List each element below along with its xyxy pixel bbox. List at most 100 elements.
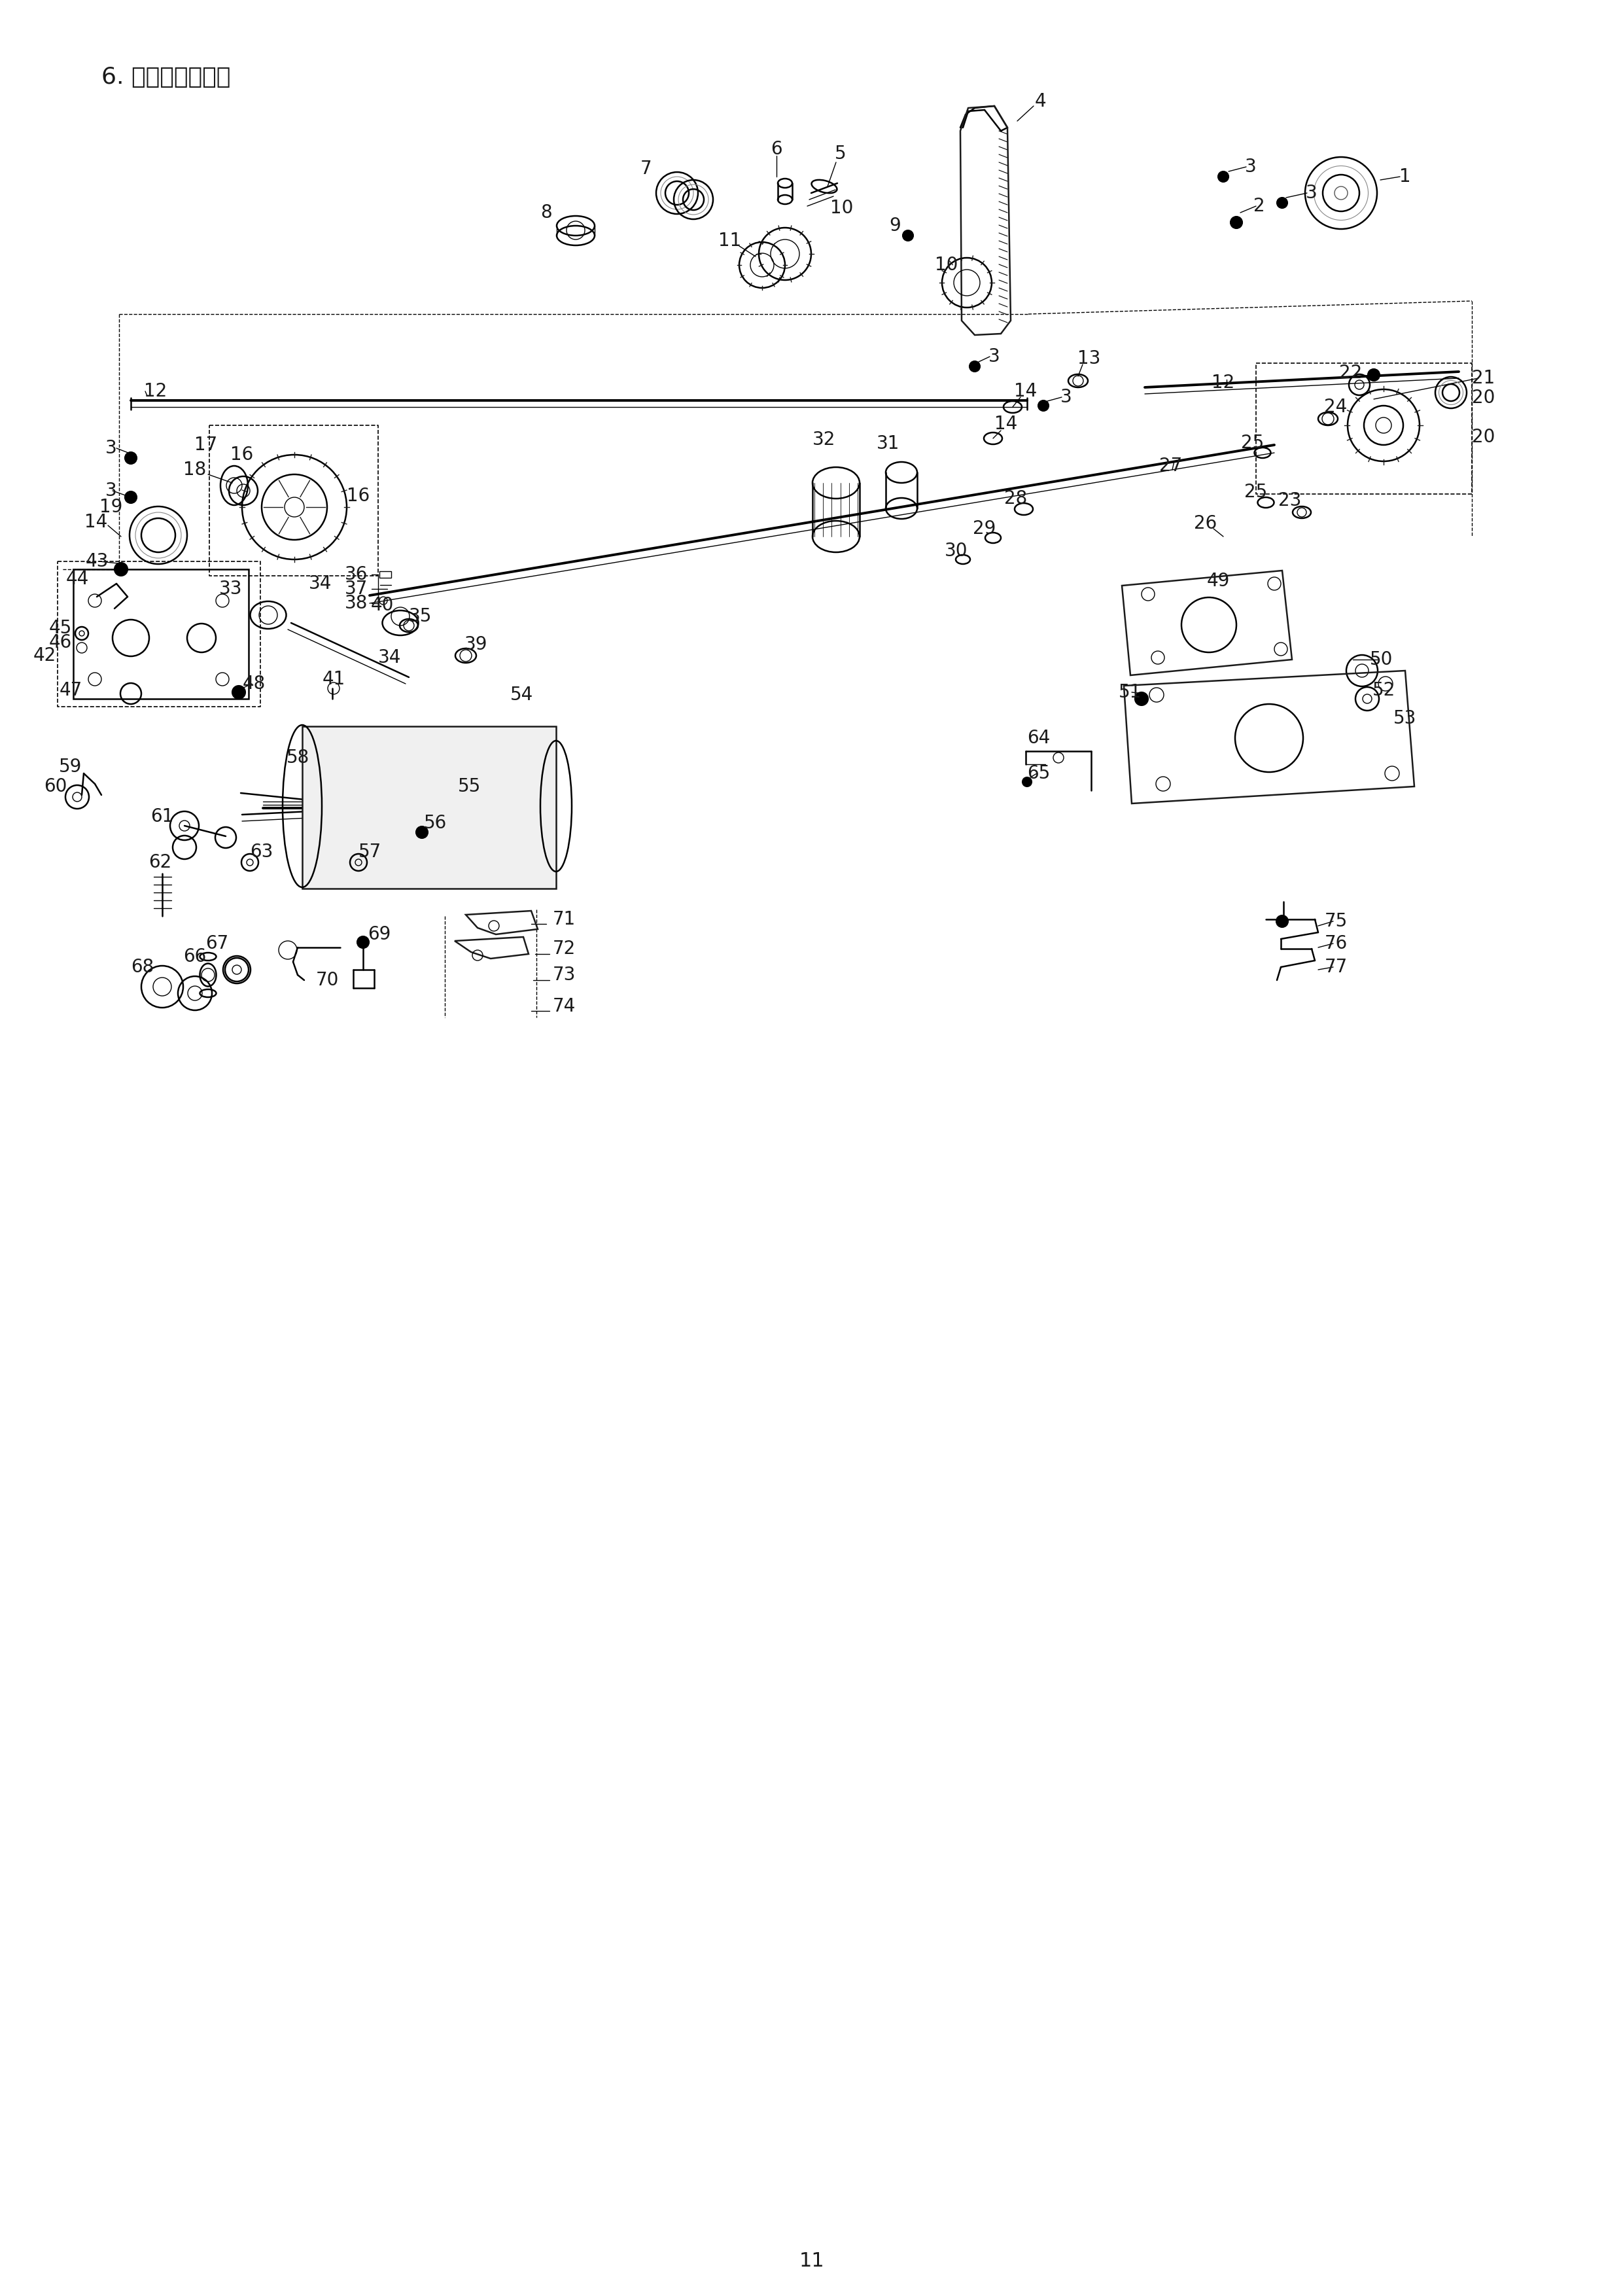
Text: 77: 77 bbox=[1324, 957, 1347, 976]
Circle shape bbox=[1039, 400, 1048, 411]
Circle shape bbox=[1230, 216, 1242, 227]
Text: 16: 16 bbox=[230, 445, 253, 464]
Text: 53: 53 bbox=[1394, 709, 1417, 728]
Text: 61: 61 bbox=[151, 808, 174, 827]
Text: 13: 13 bbox=[1078, 349, 1100, 367]
Circle shape bbox=[232, 687, 245, 698]
Text: 66: 66 bbox=[183, 948, 206, 967]
Circle shape bbox=[1219, 172, 1229, 181]
Text: 56: 56 bbox=[424, 815, 446, 831]
Text: 8: 8 bbox=[540, 204, 552, 223]
Text: 50: 50 bbox=[1370, 650, 1393, 668]
Text: 41: 41 bbox=[321, 670, 346, 689]
Text: 35: 35 bbox=[409, 606, 432, 625]
Text: 69: 69 bbox=[368, 925, 391, 944]
Text: 51: 51 bbox=[1118, 684, 1143, 703]
Circle shape bbox=[415, 827, 428, 838]
Text: 32: 32 bbox=[813, 432, 836, 448]
Text: 3: 3 bbox=[988, 347, 1000, 365]
Text: 2: 2 bbox=[1253, 197, 1264, 216]
Text: 46: 46 bbox=[49, 634, 71, 652]
Circle shape bbox=[1022, 778, 1032, 788]
Text: 37: 37 bbox=[346, 579, 368, 597]
Text: 23: 23 bbox=[1279, 491, 1302, 510]
Text: 58: 58 bbox=[286, 748, 308, 767]
Text: 5: 5 bbox=[834, 145, 846, 163]
Text: 16: 16 bbox=[347, 487, 370, 505]
Text: 25: 25 bbox=[1242, 434, 1264, 452]
Text: 12: 12 bbox=[144, 381, 167, 400]
Text: 73: 73 bbox=[552, 967, 576, 985]
Text: 12: 12 bbox=[1212, 374, 1235, 393]
Text: 24: 24 bbox=[1324, 397, 1347, 416]
Text: 33: 33 bbox=[219, 579, 242, 597]
Text: 71: 71 bbox=[552, 909, 576, 928]
Text: 55: 55 bbox=[458, 778, 482, 797]
Text: 72: 72 bbox=[552, 939, 576, 957]
Text: 26: 26 bbox=[1195, 514, 1217, 533]
Text: 3: 3 bbox=[1307, 184, 1318, 202]
Text: 40: 40 bbox=[370, 597, 394, 615]
Text: 34: 34 bbox=[308, 574, 333, 592]
Text: 39: 39 bbox=[464, 636, 489, 654]
Text: 20: 20 bbox=[1472, 388, 1495, 406]
Text: 52: 52 bbox=[1371, 682, 1396, 700]
Text: 63: 63 bbox=[250, 843, 273, 861]
Text: 48: 48 bbox=[242, 675, 265, 693]
Text: 59: 59 bbox=[58, 758, 83, 776]
Text: 14: 14 bbox=[995, 416, 1018, 434]
Text: 3: 3 bbox=[1060, 388, 1073, 406]
Text: 64: 64 bbox=[1027, 728, 1050, 746]
Text: 42: 42 bbox=[32, 647, 57, 666]
Text: 38: 38 bbox=[346, 595, 368, 613]
Text: 54: 54 bbox=[511, 687, 534, 705]
Text: 31: 31 bbox=[876, 434, 899, 452]
Text: 27: 27 bbox=[1159, 457, 1183, 475]
Text: 68: 68 bbox=[131, 957, 154, 976]
Text: 57: 57 bbox=[359, 843, 381, 861]
Text: 11: 11 bbox=[719, 232, 742, 250]
Text: 74: 74 bbox=[552, 996, 576, 1015]
Text: 4: 4 bbox=[1034, 92, 1045, 110]
Text: 7: 7 bbox=[641, 161, 652, 179]
Text: 14: 14 bbox=[84, 512, 107, 530]
Text: 17: 17 bbox=[195, 436, 217, 455]
Text: 3: 3 bbox=[1245, 158, 1256, 177]
Text: 43: 43 bbox=[86, 553, 109, 572]
Text: 65: 65 bbox=[1027, 765, 1050, 783]
Text: 6. 下轴及剪线部件: 6. 下轴及剪线部件 bbox=[101, 67, 230, 87]
Text: 67: 67 bbox=[206, 934, 229, 953]
Text: 22: 22 bbox=[1339, 363, 1362, 381]
Text: 10: 10 bbox=[831, 200, 854, 218]
Text: 11: 11 bbox=[799, 2250, 824, 2271]
Bar bbox=[380, 572, 391, 579]
Circle shape bbox=[969, 360, 980, 372]
Circle shape bbox=[357, 937, 368, 948]
Circle shape bbox=[125, 491, 136, 503]
Text: 36: 36 bbox=[346, 565, 368, 583]
Text: 10: 10 bbox=[935, 255, 958, 273]
Text: 28: 28 bbox=[1005, 489, 1027, 507]
Text: 21: 21 bbox=[1472, 370, 1495, 388]
Text: 3: 3 bbox=[105, 482, 117, 501]
Text: 29: 29 bbox=[972, 519, 997, 537]
Text: 3: 3 bbox=[105, 439, 117, 457]
Text: 14: 14 bbox=[1014, 381, 1037, 400]
Circle shape bbox=[902, 230, 914, 241]
Circle shape bbox=[1368, 370, 1380, 381]
Text: 45: 45 bbox=[49, 620, 71, 638]
Text: 49: 49 bbox=[1206, 572, 1230, 590]
Text: 1: 1 bbox=[1399, 168, 1410, 186]
Text: 6: 6 bbox=[771, 140, 782, 158]
Text: 30: 30 bbox=[945, 542, 967, 560]
Text: 9: 9 bbox=[889, 216, 901, 234]
Bar bbox=[73, 569, 248, 698]
Circle shape bbox=[125, 452, 136, 464]
Bar bbox=[302, 726, 557, 889]
Text: 47: 47 bbox=[58, 682, 83, 700]
Text: 19: 19 bbox=[99, 498, 123, 517]
Circle shape bbox=[1134, 693, 1147, 705]
Text: 18: 18 bbox=[183, 461, 206, 480]
Circle shape bbox=[1277, 197, 1287, 209]
Text: 44: 44 bbox=[65, 569, 89, 588]
